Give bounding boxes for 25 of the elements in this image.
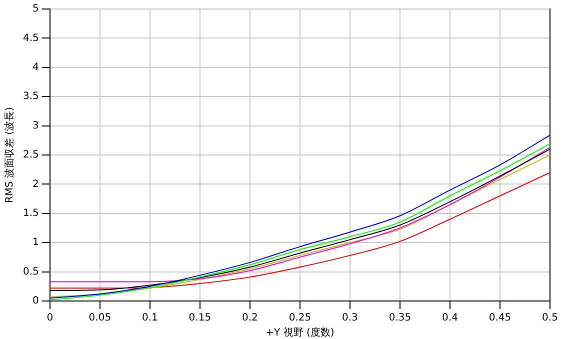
y-tick-label: 2.5 (22, 150, 39, 161)
y-tick-label: 4.5 (22, 32, 39, 44)
y-tick-label: 1 (32, 237, 39, 248)
x-tick-label: 0.2 (242, 312, 258, 324)
y-tick-label: 3.5 (22, 91, 39, 102)
x-tick-label: 0.5 (542, 312, 558, 324)
y-tick-label: 2 (32, 178, 39, 190)
y-tick-label: 1.5 (22, 208, 39, 219)
x-tick-label: 0.05 (88, 312, 112, 324)
y-tick-label: 5 (32, 4, 39, 15)
x-tick-label: 0.35 (388, 312, 412, 324)
x-tick-label: 0.3 (342, 312, 358, 324)
y-tick-label: 0 (32, 296, 39, 307)
x-tick-label: 0.25 (288, 312, 312, 324)
x-tick-label: 0.45 (488, 312, 512, 324)
x-axis-title: +Y 視野 (度数) (266, 326, 334, 339)
x-tick-label: 0.15 (188, 312, 212, 324)
y-tick-label: 4 (32, 62, 39, 73)
y-tick-label: 0.5 (22, 266, 39, 278)
x-tick-label: 0.1 (142, 312, 158, 324)
y-axis-title: RMS 波面収差 (波長) (4, 106, 16, 204)
y-tick-label: 3 (32, 120, 39, 132)
x-tick-label: 0 (46, 312, 54, 324)
x-tick-label: 0.4 (442, 312, 458, 324)
line-series (50, 172, 550, 289)
